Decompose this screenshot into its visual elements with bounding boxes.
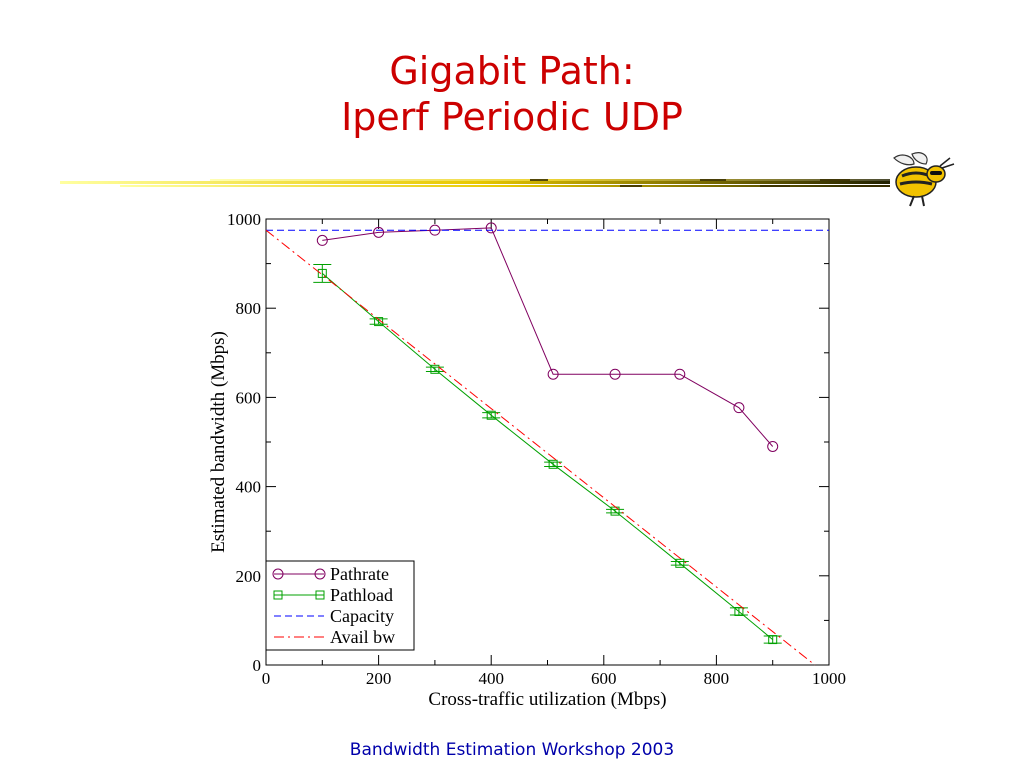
y-tick-label: 1000	[227, 210, 261, 229]
x-tick-label: 800	[704, 669, 730, 688]
pathrate-point	[373, 226, 385, 238]
pathrate-point	[485, 222, 497, 234]
pathrate-point	[609, 368, 621, 380]
x-tick-label: 400	[478, 669, 504, 688]
pathrate-series-line	[322, 227, 774, 447]
slide-footer: Bandwidth Estimation Workshop 2003	[349, 740, 675, 760]
slide-title-line-2: Iperf Periodic UDP	[341, 95, 683, 139]
x-tick-label: 200	[366, 669, 392, 688]
x-axis-label: Cross-traffic utilization (Mbps)	[428, 689, 666, 710]
pathload-point	[317, 268, 327, 278]
pathrate-point	[429, 224, 441, 236]
y-tick-label: 600	[236, 388, 262, 407]
y-axis-label: Estimated bandwidth (Mbps)	[208, 331, 229, 553]
legend-label-pathrate: Pathrate	[330, 564, 389, 584]
y-tick-label: 0	[253, 656, 262, 675]
pathload-point	[675, 558, 685, 568]
title-divider-rule	[60, 179, 890, 187]
avail-bw-series-line	[265, 229, 816, 666]
y-tick-label: 800	[236, 299, 262, 318]
pathload-point	[430, 364, 440, 374]
pathload-point	[374, 317, 384, 327]
y-tick-label: 200	[236, 567, 262, 586]
yellow-jacket-mascot-icon	[893, 152, 955, 207]
legend-marker-pathrate	[314, 568, 326, 580]
legend-box	[265, 560, 415, 651]
legend-label-avail-bw: Avail bw	[330, 627, 395, 647]
x-tick-label: 1000	[812, 669, 846, 688]
slide-title-line-1: Gigabit Path:	[389, 49, 635, 93]
x-tick-label: 600	[591, 669, 617, 688]
pathload-point	[486, 410, 496, 420]
legend-marker-pathrate	[272, 568, 284, 580]
bandwidth-chart: 0 200 400 600 800 1000 0 200 400 600 800 1000 Cross-…	[208, 210, 846, 710]
legend-label-pathload: Pathload	[330, 585, 393, 605]
legend-marker-pathload	[273, 590, 283, 600]
pathload-point	[734, 606, 744, 616]
legend-marker-pathload	[315, 590, 325, 600]
legend-label-capacity: Capacity	[330, 606, 394, 626]
y-tick-label: 400	[236, 478, 262, 497]
pathrate-point	[674, 368, 686, 380]
pathload-point	[548, 459, 558, 469]
x-tick-label: 0	[262, 669, 271, 688]
pathload-point	[768, 635, 778, 645]
pathrate-point	[733, 402, 745, 414]
pathrate-point	[547, 368, 559, 380]
pathrate-point	[316, 234, 328, 246]
pathrate-point	[767, 440, 779, 452]
slide-title: Gigabit Path: Iperf Periodic UDP	[0, 48, 1024, 140]
